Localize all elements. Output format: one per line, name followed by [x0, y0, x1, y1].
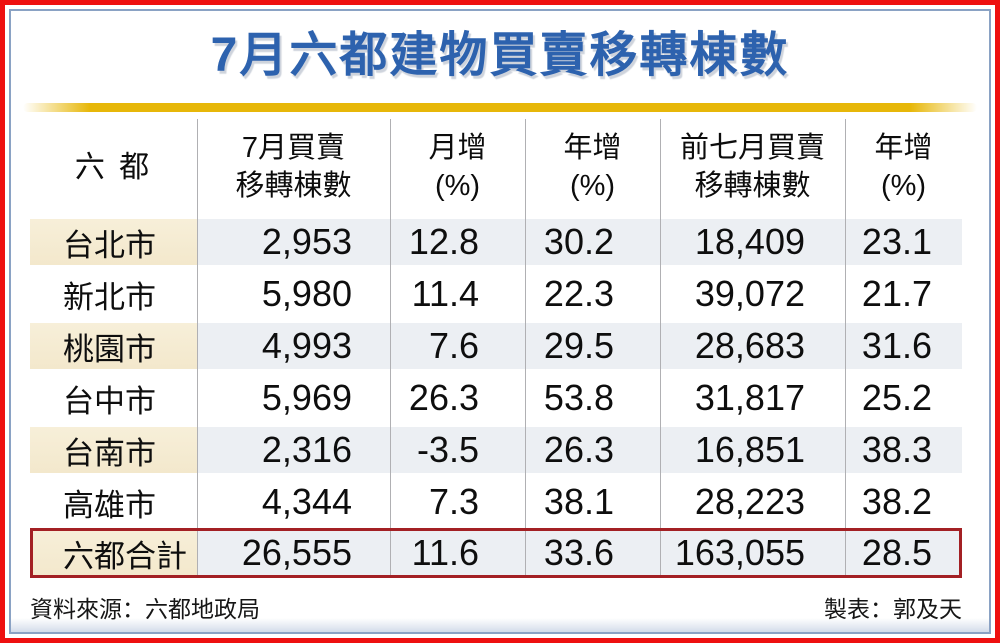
- table-cell: 25.2: [861, 377, 932, 418]
- table-cell: 29.5: [525, 320, 660, 372]
- chart-title: 7月六都建物買賣移轉棟數: [210, 29, 790, 82]
- row-label: 台中市: [63, 383, 156, 419]
- row-label: 台北市: [30, 216, 197, 268]
- table-cell: 4,344: [261, 481, 352, 522]
- table-cell: 26.3: [525, 424, 660, 476]
- table-cell: 38.3: [845, 424, 962, 476]
- table-cell: -3.5: [390, 424, 525, 476]
- infographic: 7月六都建物買賣移轉棟數 六 都 7月買賣 移轉棟數 月增 (%) 年增 (%): [11, 11, 989, 632]
- table-cell: 2,316: [197, 424, 390, 476]
- row-label: 高雄市: [63, 487, 156, 523]
- table-cell: 30.2: [525, 216, 660, 268]
- column-header-mom-change: 月增 (%): [428, 131, 487, 202]
- column-header-ytd-yoy-change: 年增 (%): [874, 131, 933, 202]
- table-cell: 5,980: [261, 273, 352, 314]
- column-divider: [845, 119, 846, 578]
- table-cell: 11.4: [411, 273, 479, 314]
- column-header-ytd-transfers: 前七月買賣 移轉棟數: [679, 131, 825, 202]
- column-divider: [197, 119, 198, 578]
- table-cell: 11.6: [390, 528, 525, 578]
- column-header-yoy-change: 年增 (%): [563, 131, 622, 202]
- table-cell: 22.3: [543, 273, 614, 314]
- table-cell: 33.6: [525, 528, 660, 578]
- table-cell: 31.6: [845, 320, 962, 372]
- row-label: 台南市: [30, 424, 197, 476]
- table-row-taipei: 台北市 2,953 12.8 30.2 18,409 23.1: [30, 216, 962, 268]
- table-cell: 12.8: [390, 216, 525, 268]
- table-cell: 163,055: [660, 528, 845, 578]
- table-cell: 28.5: [845, 528, 962, 578]
- table-cell: 38.1: [543, 481, 614, 522]
- total-row-label: 六都合計: [30, 528, 197, 578]
- table-row-newtaipei: 新北市 5,980 11.4 22.3 39,072 21.7: [30, 268, 962, 320]
- data-table: 六 都 7月買賣 移轉棟數 月增 (%) 年增 (%) 前七月買賣 移轉棟數 年…: [30, 119, 962, 578]
- table-cell: 7.6: [390, 320, 525, 372]
- column-header-july-transfers: 7月買賣 移轉棟數: [235, 131, 352, 202]
- source-note: 資料來源：六都地政局: [30, 596, 260, 622]
- table-cell: 38.2: [861, 481, 932, 522]
- table-cell: 16,851: [660, 424, 845, 476]
- table-cell: 23.1: [845, 216, 962, 268]
- footer: 資料來源：六都地政局 製表：郭及天: [30, 590, 962, 624]
- title-area: 7月六都建物買賣移轉棟數: [11, 11, 989, 103]
- row-label: 桃園市: [30, 320, 197, 372]
- table-row-taoyuan: 桃園市 4,993 7.6 29.5 28,683 31.6: [30, 320, 962, 372]
- credit-note: 製表：郭及天: [824, 596, 962, 622]
- table-cell: 28,223: [694, 481, 805, 522]
- table-cell: 5,969: [261, 377, 352, 418]
- column-header-city: 六 都: [74, 151, 153, 184]
- table-cell: 18,409: [660, 216, 845, 268]
- column-divider: [660, 119, 661, 578]
- table-row-kaohsiung: 高雄市 4,344 7.3 38.1 28,223 38.2: [30, 476, 962, 528]
- table-cell: 31,817: [694, 377, 805, 418]
- table-cell: 53.8: [543, 377, 614, 418]
- table-cell: 26.3: [408, 377, 479, 418]
- column-divider: [390, 119, 391, 578]
- column-divider: [525, 119, 526, 578]
- table-row-total: 六都合計 26,555 11.6 33.6 163,055 28.5: [30, 528, 962, 578]
- table-cell: 4,993: [197, 320, 390, 372]
- table-cell: 26,555: [197, 528, 390, 578]
- table-row-tainan: 台南市 2,316 -3.5 26.3 16,851 38.3: [30, 424, 962, 476]
- table-row-taichung: 台中市 5,969 26.3 53.8 31,817 25.2: [30, 372, 962, 424]
- gold-divider-bar: [23, 103, 977, 112]
- table-header-row: 六 都 7月買賣 移轉棟數 月增 (%) 年增 (%) 前七月買賣 移轉棟數 年…: [30, 119, 962, 216]
- bottom-fade-strip: [11, 618, 989, 632]
- table-cell: 2,953: [197, 216, 390, 268]
- table-cell: 39,072: [694, 273, 805, 314]
- row-label: 新北市: [63, 279, 156, 315]
- table-cell: 7.3: [428, 481, 479, 522]
- table-cell: 28,683: [660, 320, 845, 372]
- table-cell: 21.7: [861, 273, 932, 314]
